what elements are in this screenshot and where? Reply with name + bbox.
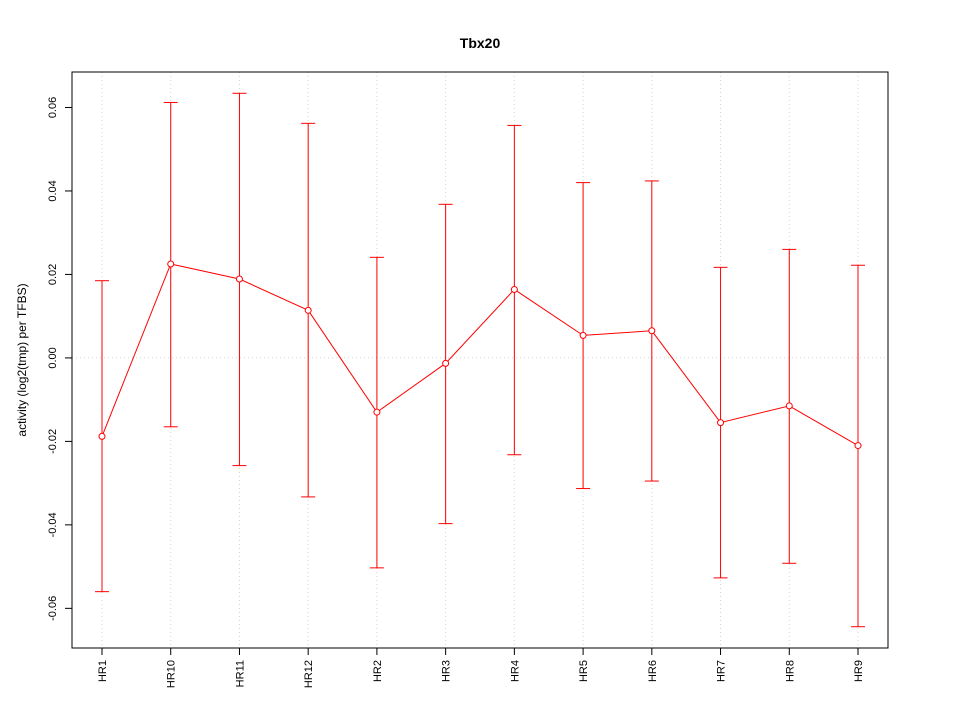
grid-layer	[72, 72, 888, 648]
plot-frame	[71, 71, 889, 649]
data-point	[442, 359, 450, 367]
data-point	[648, 327, 656, 335]
data-point	[167, 260, 175, 268]
data-point	[304, 306, 312, 314]
data-point	[373, 408, 381, 416]
x-tick-label: HR1	[97, 660, 109, 682]
y-tick-label: 0.06	[47, 97, 59, 118]
y-tick-label: -0.06	[47, 596, 59, 621]
y-tick-label: -0.02	[47, 429, 59, 454]
x-tick-label: HR8	[784, 660, 796, 682]
data-point	[510, 285, 518, 293]
chart-title: Tbx20	[460, 35, 501, 51]
x-tick-label: HR7	[716, 660, 728, 682]
x-tick-label: HR4	[509, 660, 521, 682]
x-tick-label: HR10	[166, 660, 178, 688]
error-bars	[95, 92, 865, 628]
x-axis: HR1 HR10 HR11 HR12 HR2 HR3 HR4 HR5 HR6 HR7 HR8 HR9	[97, 648, 865, 688]
x-tick-label: HR12	[303, 660, 315, 688]
x-tick-label: HR9	[853, 660, 865, 682]
data-point	[579, 331, 587, 339]
data-point	[235, 275, 243, 283]
y-axis-label: activity (log2(tmp) per TFBS)	[15, 283, 29, 436]
y-tick-label: -0.04	[47, 512, 59, 537]
x-tick-label: HR2	[372, 660, 384, 682]
x-tick-label: HR11	[234, 660, 246, 687]
y-tick-label: 0.04	[47, 180, 59, 201]
y-axis: -0.06 -0.04 -0.02 0.00 0.02 0.04 0.06	[47, 97, 72, 621]
x-tick-label: HR5	[578, 660, 590, 682]
x-tick-label: HR3	[441, 660, 453, 682]
y-tick-label: 0.00	[47, 347, 59, 368]
data-point	[785, 402, 793, 410]
y-tick-label: 0.02	[47, 264, 59, 285]
series-line	[101, 263, 859, 446]
data-point	[717, 419, 725, 427]
x-tick-label: HR6	[647, 660, 659, 682]
data-point	[854, 442, 862, 450]
data-point	[98, 432, 106, 440]
series-layer	[98, 260, 862, 450]
